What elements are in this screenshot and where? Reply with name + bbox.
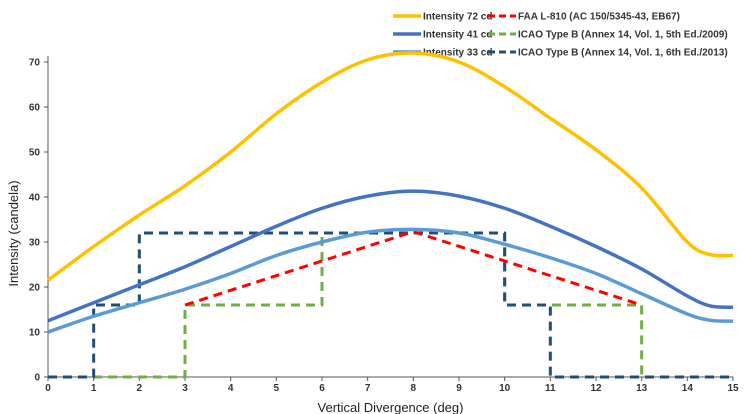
x-tick-label: 4 bbox=[228, 383, 234, 394]
series-line-6 bbox=[48, 231, 733, 379]
series-line-5 bbox=[48, 231, 733, 379]
legend-label: Intensity 72 cd bbox=[423, 12, 492, 23]
x-tick-label: 2 bbox=[137, 383, 143, 394]
legend: Intensity 72 cd FAA L-810 (AC 150/5345-43… bbox=[393, 12, 728, 59]
x-tick-label: 11 bbox=[545, 383, 556, 394]
y-axis-title: Intensity (candela) bbox=[6, 180, 21, 286]
y-tick-label: 60 bbox=[29, 103, 41, 114]
series-line-2 bbox=[47, 189, 734, 323]
x-tick-label: 7 bbox=[365, 383, 371, 394]
legend-label: ICAO Type B (Annex 14, Vol. 1, 5th Ed./2… bbox=[518, 30, 728, 41]
y-tick-label: 20 bbox=[29, 283, 41, 294]
x-tick-label: 12 bbox=[590, 383, 602, 394]
legend-item: Intensity 72 cd bbox=[393, 12, 492, 23]
x-tick-label: 9 bbox=[456, 383, 462, 394]
y-tick-label: 30 bbox=[29, 238, 41, 249]
x-tick-label: 3 bbox=[182, 383, 188, 394]
legend-label: Intensity 41 cd bbox=[423, 30, 492, 41]
x-tick-label: 5 bbox=[274, 383, 280, 394]
x-tick-label: 15 bbox=[727, 383, 739, 394]
legend-item: ICAO Type B (Annex 14, Vol. 1, 5th Ed./2… bbox=[488, 30, 728, 41]
x-tick-label: 14 bbox=[682, 383, 694, 394]
x-tick-label: 10 bbox=[499, 383, 511, 394]
legend-label: Intensity 33 cd bbox=[423, 48, 492, 59]
y-tick-label: 70 bbox=[29, 58, 41, 69]
legend-item: ICAO Type B (Annex 14, Vol. 1, 6th Ed./2… bbox=[488, 48, 728, 59]
legend-label: ICAO Type B (Annex 14, Vol. 1, 6th Ed./2… bbox=[518, 48, 728, 59]
x-tick-label: 6 bbox=[319, 383, 325, 394]
series-line-4 bbox=[184, 230, 643, 307]
x-tick-label: 1 bbox=[91, 383, 97, 394]
y-tick-label: 50 bbox=[29, 148, 41, 159]
y-tick-label: 40 bbox=[29, 193, 41, 204]
legend-label: FAA L-810 (AC 150/5345-43, EB67) bbox=[518, 12, 680, 23]
y-tick-label: 10 bbox=[29, 328, 41, 339]
legend-item: Intensity 41 cd bbox=[393, 30, 492, 41]
series-line-3 bbox=[47, 227, 734, 334]
x-tick-label: 0 bbox=[45, 383, 51, 394]
legend-item: FAA L-810 (AC 150/5345-43, EB67) bbox=[488, 12, 680, 23]
y-tick-label: 0 bbox=[34, 373, 40, 384]
series-layer bbox=[46, 51, 734, 379]
x-tick-label: 8 bbox=[411, 383, 417, 394]
x-axis-title: Vertical Divergence (deg) bbox=[318, 400, 464, 414]
x-tick-label: 13 bbox=[636, 383, 648, 394]
series-line-1 bbox=[46, 51, 734, 282]
